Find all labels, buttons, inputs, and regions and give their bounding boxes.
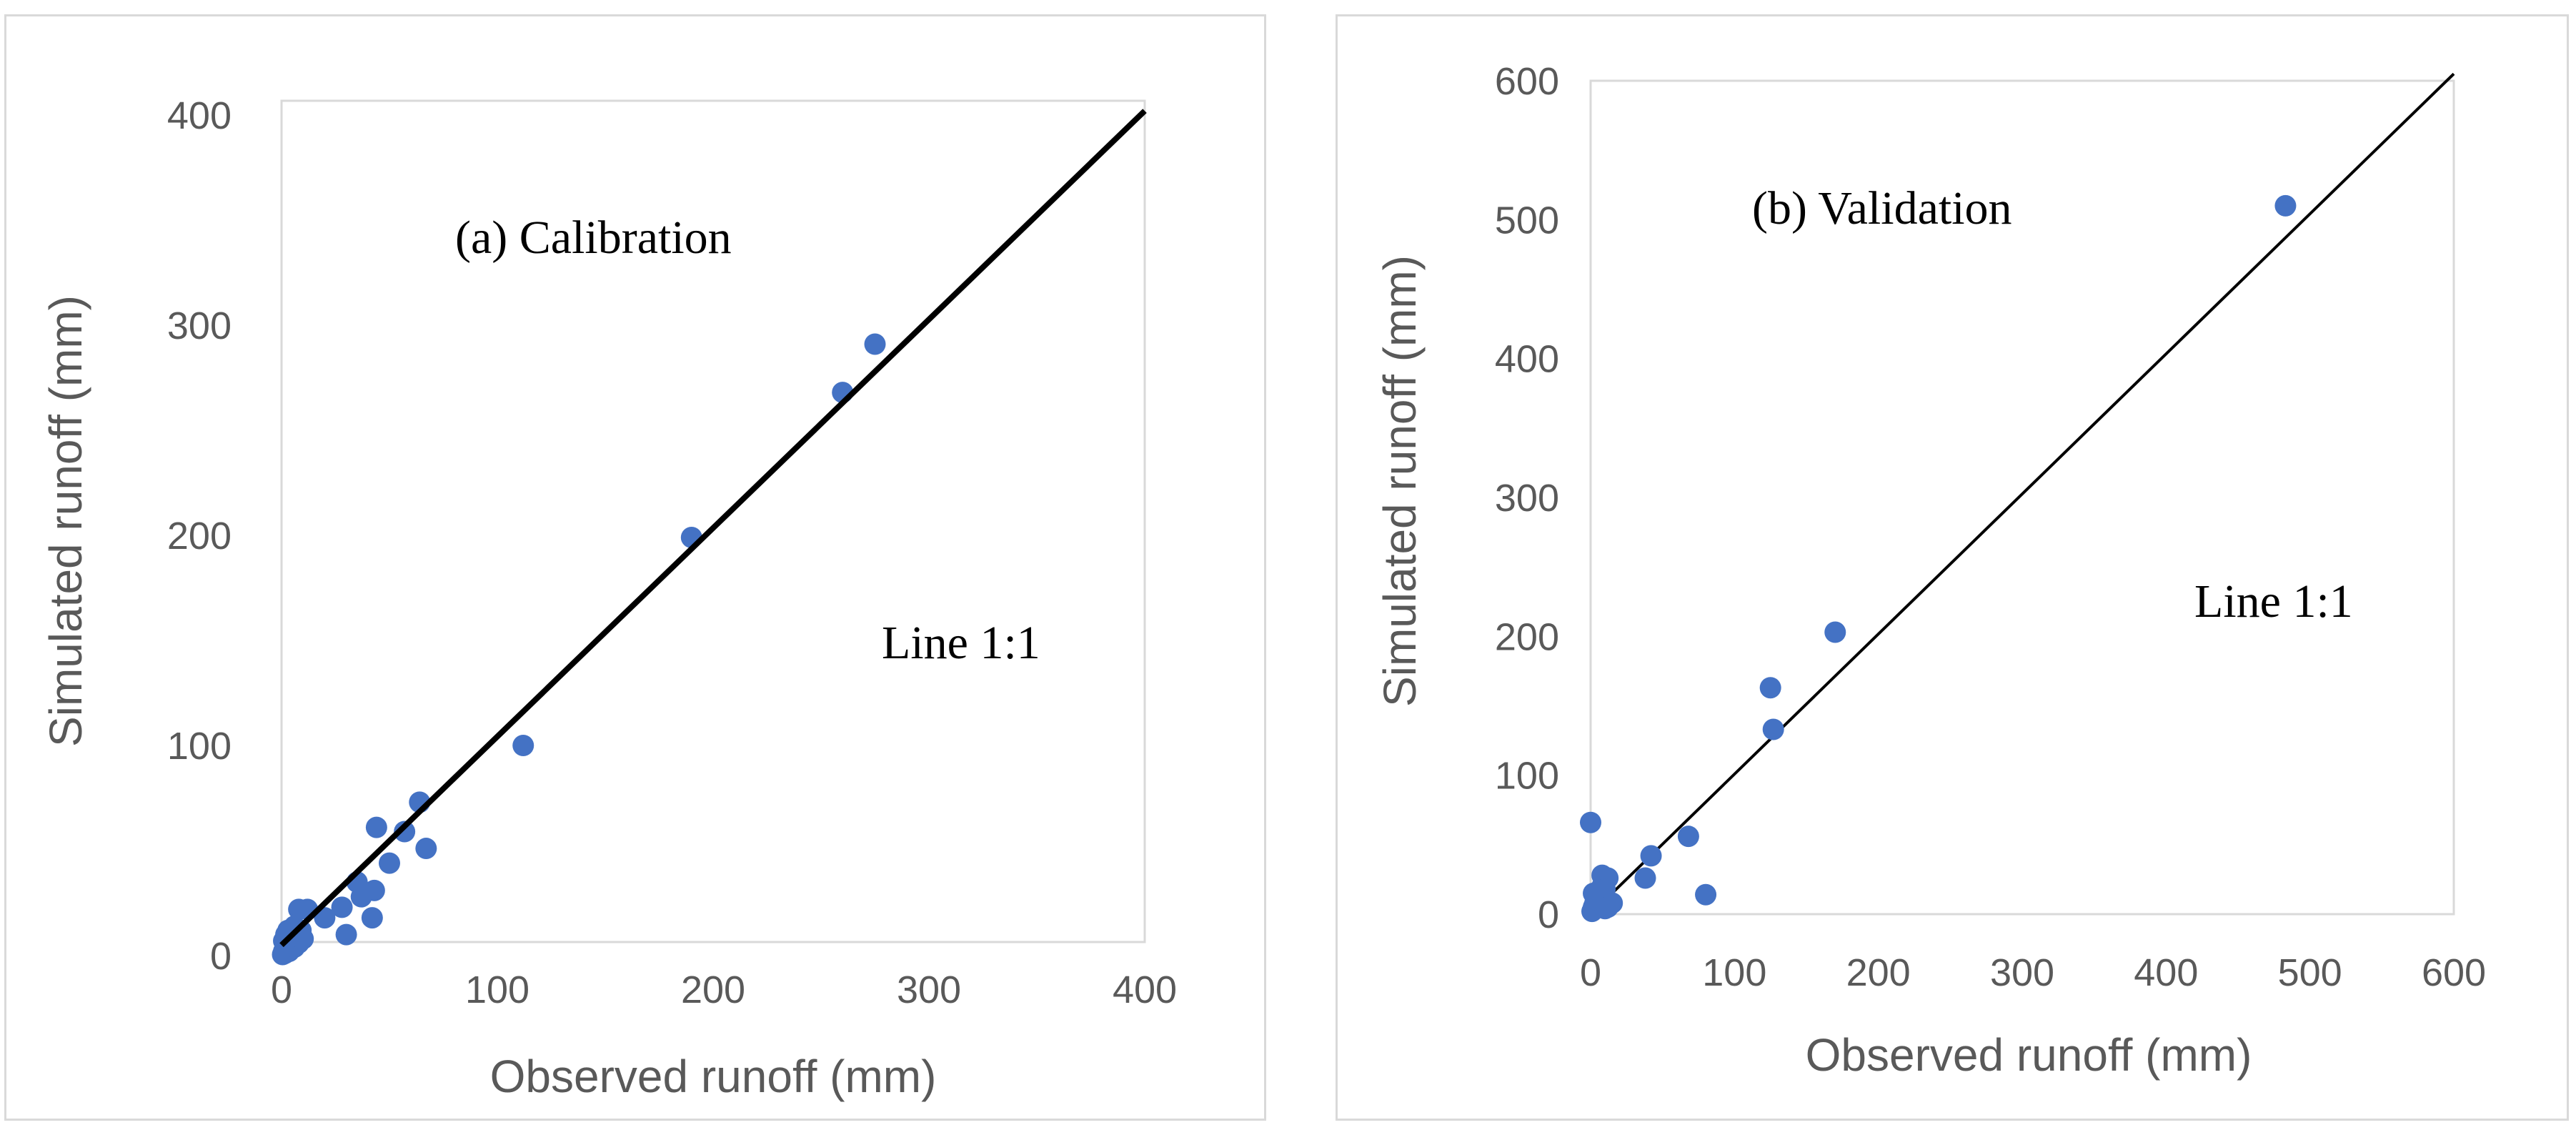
y-tick-label: 400	[167, 94, 232, 137]
line-label: Line 1:1	[2194, 575, 2353, 628]
data-point	[1580, 811, 1601, 833]
y-tick-label: 100	[167, 725, 232, 768]
one-to-one-line	[1589, 72, 2455, 916]
line-label: Line 1:1	[882, 617, 1040, 669]
plot-area-frame	[1589, 79, 2455, 916]
x-tick-label: 400	[2134, 951, 2198, 994]
x-axis-title: Observed runoff (mm)	[490, 1051, 937, 1102]
x-tick-label: 200	[1846, 951, 1911, 994]
panel-label: (a) Calibration	[455, 212, 732, 264]
x-tick-label: 0	[1580, 951, 1601, 994]
x-tick-label: 400	[1113, 968, 1177, 1011]
data-point	[1640, 845, 1662, 867]
data-point	[365, 816, 387, 838]
plot-area-frame	[280, 99, 1146, 943]
y-tick-label: 200	[1495, 615, 1559, 658]
calibration-chart: 0 100 200 300 400 0 100 200 300 400 Observed run…	[40, 94, 1177, 1102]
data-point	[1759, 677, 1781, 699]
y-tick-label: 300	[167, 304, 232, 347]
data-point	[335, 923, 357, 946]
x-tick-label: 200	[681, 968, 745, 1011]
data-point	[331, 896, 353, 918]
y-tick-label: 0	[210, 935, 232, 978]
data-point	[1824, 621, 1846, 643]
y-tick-label: 400	[1495, 338, 1559, 381]
y-tick-label: 500	[1495, 199, 1559, 242]
y-tick-label: 600	[1495, 60, 1559, 103]
data-point	[1695, 883, 1717, 906]
x-tick-label: 0	[271, 968, 292, 1011]
data-point	[864, 333, 886, 355]
data-point	[2274, 194, 2297, 217]
data-point	[394, 821, 416, 843]
data-point	[512, 735, 534, 756]
data-point	[361, 907, 383, 929]
data-point	[1597, 896, 1619, 918]
data-point	[379, 852, 400, 874]
y-axis-title: Simulated runoff (mm)	[40, 295, 91, 747]
calibration-panel: 0 100 200 300 400 0 100 200 300 400 Observed run…	[4, 14, 1266, 1121]
x-axis-title: Observed runoff (mm)	[1806, 1029, 2252, 1081]
y-tick-label: 0	[1538, 893, 1559, 936]
data-point	[1594, 878, 1616, 901]
x-tick-label: 100	[465, 968, 529, 1011]
y-tick-label: 200	[167, 515, 232, 557]
y-tick-label: 100	[1495, 755, 1559, 798]
one-to-one-line	[279, 109, 1147, 948]
data-point	[1634, 867, 1656, 889]
panel-label: (b) Validation	[1752, 182, 2012, 234]
x-tick-label: 600	[2422, 951, 2486, 994]
data-point	[1762, 718, 1784, 740]
data-point	[1677, 826, 1699, 848]
y-axis-title: Simulated runoff (mm)	[1374, 255, 1426, 707]
data-point	[363, 879, 385, 901]
validation-panel: 0 100 200 300 400 500 600 0 100 200 300 400 500 600 …	[1336, 14, 2569, 1121]
x-tick-label: 300	[897, 968, 961, 1011]
x-tick-label: 100	[1702, 951, 1766, 994]
x-tick-label: 500	[2278, 951, 2342, 994]
data-point	[415, 838, 437, 860]
y-tick-label: 300	[1495, 477, 1559, 520]
x-tick-label: 300	[1990, 951, 2054, 994]
